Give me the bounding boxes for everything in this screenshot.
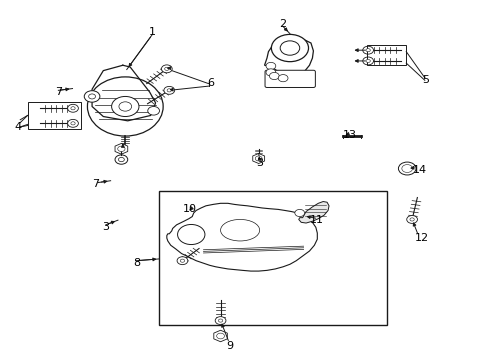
Text: 13: 13 — [343, 130, 357, 140]
Polygon shape — [115, 143, 128, 154]
Ellipse shape — [87, 77, 163, 136]
Circle shape — [278, 75, 288, 82]
Text: 5: 5 — [422, 75, 429, 85]
Circle shape — [266, 69, 276, 76]
Circle shape — [215, 317, 226, 324]
Circle shape — [366, 49, 370, 52]
Polygon shape — [265, 39, 314, 79]
Circle shape — [161, 65, 172, 73]
Polygon shape — [299, 202, 329, 223]
Circle shape — [407, 216, 417, 224]
Circle shape — [115, 155, 128, 164]
Text: 14: 14 — [413, 165, 427, 175]
Circle shape — [177, 225, 205, 244]
Text: 7: 7 — [55, 87, 62, 97]
Text: 6: 6 — [207, 78, 214, 88]
Circle shape — [280, 41, 300, 55]
Circle shape — [217, 333, 224, 339]
Circle shape — [167, 89, 171, 92]
Circle shape — [295, 210, 305, 217]
Ellipse shape — [220, 220, 260, 241]
Circle shape — [219, 319, 223, 322]
Circle shape — [89, 94, 96, 99]
Circle shape — [266, 62, 276, 69]
Polygon shape — [167, 203, 318, 271]
Circle shape — [71, 107, 75, 110]
Circle shape — [398, 162, 416, 175]
Circle shape — [148, 107, 159, 115]
Polygon shape — [214, 330, 227, 342]
Circle shape — [255, 156, 262, 161]
Circle shape — [84, 91, 100, 102]
Text: 11: 11 — [310, 215, 324, 225]
Circle shape — [177, 257, 188, 265]
Text: 4: 4 — [14, 122, 22, 132]
Circle shape — [270, 72, 279, 80]
Circle shape — [403, 166, 411, 171]
Text: 12: 12 — [415, 233, 429, 243]
Text: 2: 2 — [280, 19, 287, 29]
Text: 7: 7 — [93, 179, 99, 189]
Circle shape — [119, 102, 132, 111]
Circle shape — [402, 165, 413, 172]
Circle shape — [68, 120, 78, 127]
Circle shape — [366, 59, 370, 63]
Circle shape — [271, 35, 309, 62]
Text: 3: 3 — [256, 158, 263, 168]
Bar — [367, 45, 406, 65]
Text: 3: 3 — [102, 222, 109, 232]
Circle shape — [71, 122, 75, 125]
FancyBboxPatch shape — [265, 70, 316, 87]
Circle shape — [164, 86, 174, 94]
Circle shape — [112, 96, 139, 117]
Text: 9: 9 — [226, 341, 233, 351]
Circle shape — [410, 218, 414, 221]
Circle shape — [363, 57, 373, 65]
Bar — [159, 192, 387, 325]
Circle shape — [119, 157, 124, 162]
Text: 10: 10 — [183, 204, 197, 214]
Circle shape — [165, 67, 169, 71]
Circle shape — [363, 46, 373, 54]
Circle shape — [180, 259, 185, 262]
Text: 1: 1 — [148, 27, 156, 37]
Circle shape — [118, 146, 125, 152]
Polygon shape — [253, 153, 265, 163]
Bar — [27, 102, 81, 129]
Text: 8: 8 — [133, 258, 140, 268]
Circle shape — [68, 104, 78, 112]
